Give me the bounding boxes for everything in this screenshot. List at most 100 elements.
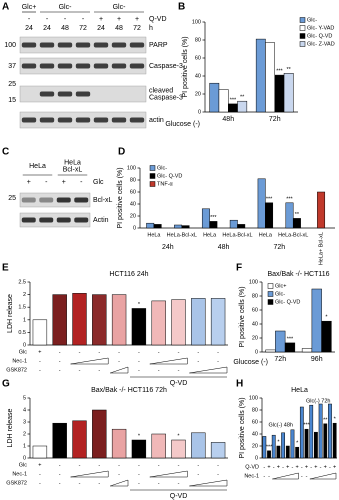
treatment-mark: - — [39, 358, 41, 364]
group-label: 48h — [218, 244, 230, 251]
y-axis-label: PI positive cells (%) — [182, 36, 189, 97]
blot-band — [129, 63, 145, 69]
blot-band — [93, 42, 109, 48]
treatment-mark: - — [118, 471, 120, 477]
dose-ramp — [272, 472, 299, 480]
time-unit: h — [149, 25, 153, 32]
bar — [171, 299, 186, 346]
dose-ramp — [110, 479, 129, 487]
annotation: *** — [266, 196, 273, 202]
legend-swatch — [267, 283, 274, 289]
y-tick-label: 60 — [130, 189, 136, 195]
dose-ramp — [70, 470, 109, 478]
blot-band — [39, 42, 55, 48]
treatment-mark: - — [263, 464, 265, 470]
treatment-mark: - — [178, 480, 180, 486]
y-tick-label: 2.5 — [18, 279, 26, 285]
bar — [153, 224, 162, 229]
treatment-mark: - — [217, 349, 219, 355]
y-axis-label: LDH release — [7, 294, 14, 333]
legend-swatch — [267, 291, 274, 297]
treatment-mark: - — [138, 462, 140, 468]
mw-label: 37 — [8, 63, 16, 70]
treatment-mark: - — [98, 367, 100, 373]
time-label: 24 — [25, 25, 33, 32]
legend-swatch — [299, 41, 306, 47]
bar — [131, 308, 147, 346]
bar — [311, 288, 322, 353]
y-tick-label: 0 — [255, 349, 258, 355]
bar — [285, 445, 290, 459]
bar — [32, 319, 48, 346]
treatment-mark: - — [138, 471, 140, 477]
bar — [72, 420, 87, 459]
chart-title: Bax/Bak -/- HCT116 72h — [91, 387, 167, 394]
treatment-mark: - — [292, 464, 294, 470]
treatment-label: GSK872 — [6, 367, 27, 373]
bar — [265, 202, 274, 229]
bar — [92, 409, 107, 459]
dose-ramp — [309, 472, 337, 480]
x-tick-label: 48h — [222, 116, 234, 123]
blot-band — [21, 197, 36, 203]
treatment-mark: - — [268, 473, 270, 479]
band-label: Caspase-3 — [149, 63, 183, 70]
legend-label: Glc+ — [275, 283, 286, 289]
bar — [146, 222, 155, 229]
y-tick-label: 0 — [133, 225, 136, 231]
y-tick-label: 0 — [255, 455, 258, 461]
band-label: cleaved — [149, 87, 173, 94]
x-tick-label: HeLa — [203, 232, 217, 238]
treatment-mark: - — [39, 367, 41, 373]
dose-ramp — [189, 366, 228, 374]
bar — [52, 422, 67, 459]
treatment-mark: - — [98, 462, 100, 468]
y-tick-label: 80 — [195, 37, 201, 43]
bar — [267, 450, 271, 459]
bar — [321, 320, 332, 353]
x-tick-label: HeLa — [147, 232, 161, 238]
blot-band — [75, 42, 91, 48]
treatment-mark: - — [158, 349, 160, 355]
panel-label: D — [118, 147, 125, 158]
treatment-mark: - — [310, 464, 312, 470]
group-label: Glc(-) 48h — [269, 422, 293, 428]
glc-mark: - — [45, 179, 48, 186]
time-label: 24 — [97, 25, 105, 32]
y-tick-label: 80 — [130, 177, 136, 183]
blot-band — [93, 117, 109, 123]
bar — [210, 298, 226, 346]
blot-band — [75, 117, 91, 123]
treatment-mark: + — [38, 462, 41, 468]
bar — [237, 100, 248, 113]
y-tick-label: 4 — [23, 407, 26, 413]
blot-band — [57, 63, 73, 69]
cell-label: HeLa — [29, 163, 46, 170]
qvd-mark: - — [64, 16, 67, 23]
dose-ramp — [70, 357, 109, 365]
treatment-mark: - — [79, 349, 81, 355]
bar — [255, 38, 266, 113]
treatment-label: Glc — [19, 462, 28, 468]
bar — [191, 298, 206, 346]
panel-label: E — [2, 263, 9, 274]
treatment-mark: - — [217, 471, 219, 477]
y-tick-label: 80 — [252, 407, 258, 413]
annotation: *** — [266, 444, 273, 450]
treatment-mark: - — [138, 367, 140, 373]
y-tick-label: 2 — [23, 292, 26, 298]
bar — [229, 219, 238, 229]
bar — [32, 445, 48, 459]
legend-label: Glc- Q-VD — [157, 173, 182, 179]
y-tick-label: 40 — [252, 321, 258, 327]
bar — [228, 103, 238, 113]
bar — [191, 432, 206, 459]
legend-swatch — [149, 173, 156, 179]
qvd-mark: + — [117, 16, 121, 23]
mw-label: 100 — [4, 42, 16, 49]
treatment-mark: + — [305, 464, 308, 470]
bar — [323, 423, 328, 459]
blot-band — [129, 117, 145, 123]
blot-band — [39, 91, 55, 97]
dose-ramp — [149, 357, 188, 365]
